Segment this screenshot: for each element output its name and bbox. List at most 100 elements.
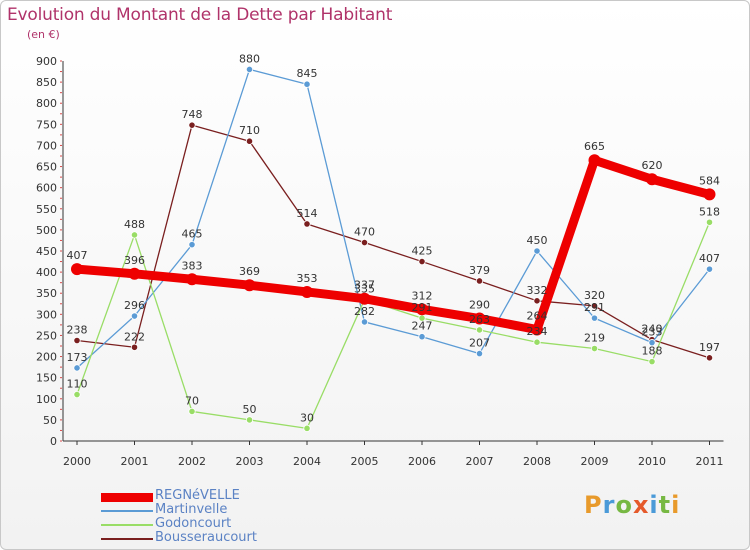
y-tick-label: 700	[36, 139, 57, 152]
data-point-bousseraucourt	[245, 137, 254, 145]
data-label: 383	[182, 259, 203, 272]
data-label: 320	[584, 289, 605, 302]
data-point-bousseraucourt	[705, 354, 714, 362]
data-label: 263	[469, 313, 490, 326]
y-tick-label: 250	[36, 329, 57, 342]
x-tick-label: 2002	[178, 455, 206, 468]
data-point-bousseraucourt	[360, 238, 369, 247]
x-tick-label: 2001	[121, 455, 149, 468]
data-point-martinvelle	[245, 65, 254, 74]
legend-label: Bousseraucourt	[155, 530, 257, 545]
data-point-martinvelle	[590, 314, 599, 322]
data-label: 880	[239, 52, 260, 65]
data-point-martinvelle	[418, 333, 426, 341]
legend-label: Godoncourt	[155, 516, 232, 531]
data-label: 110	[67, 378, 88, 391]
y-tick-label: 0	[50, 435, 57, 448]
data-label: 70	[185, 394, 199, 407]
data-label: 845	[297, 67, 318, 80]
axes: 0501001502002503003504004505005506006507…	[36, 55, 724, 468]
series-layer	[71, 65, 716, 432]
data-point-regnévelle	[646, 173, 658, 186]
data-label: 207	[469, 337, 490, 350]
data-label: 337	[354, 279, 375, 292]
data-point-martinvelle	[648, 339, 656, 347]
data-point-regnévelle	[243, 279, 256, 292]
data-point-martinvelle	[130, 312, 139, 320]
data-label: 30	[300, 411, 314, 424]
data-point-godoncourt	[188, 407, 196, 416]
data-label: 296	[124, 299, 145, 312]
series-line-martinvelle	[76, 68, 711, 369]
data-point-bousseraucourt	[73, 336, 81, 345]
y-tick-label: 50	[43, 414, 57, 427]
y-tick-label: 850	[36, 76, 57, 89]
data-label: 312	[412, 289, 433, 302]
data-point-regnévelle	[128, 267, 141, 280]
data-point-godoncourt	[648, 358, 656, 366]
data-label: 396	[124, 254, 145, 267]
x-tick-label: 2004	[293, 455, 321, 468]
data-point-bousseraucourt	[418, 257, 426, 266]
data-label: 488	[124, 218, 145, 231]
legend-swatch	[101, 524, 153, 526]
unit-label: (en €)	[27, 28, 60, 41]
legend-label: Martinvelle	[155, 502, 228, 517]
data-label: 353	[297, 272, 318, 285]
data-label: 407	[67, 249, 88, 262]
x-tick-label: 2011	[696, 455, 724, 468]
data-label: 188	[642, 345, 663, 358]
data-label: 407	[699, 252, 720, 265]
data-label: 238	[67, 324, 88, 337]
data-label: 264	[527, 310, 548, 323]
data-label: 173	[67, 351, 88, 364]
data-point-godoncourt	[130, 231, 139, 239]
data-point-bousseraucourt	[130, 343, 139, 351]
data-labels-layer: 238 222 748 710 514 470 425 379 332 320 240 197 173 2…	[67, 52, 721, 424]
proxiti-logo: Proxiti	[584, 491, 681, 519]
data-point-regnévelle	[301, 285, 313, 298]
data-label: 219	[584, 332, 605, 345]
line-chart: 0501001502002503003504004505005506006507…	[36, 52, 724, 468]
data-label: 425	[412, 245, 433, 258]
data-label: 290	[469, 299, 490, 312]
data-point-bousseraucourt	[533, 297, 541, 305]
data-label: 450	[527, 234, 548, 247]
data-point-godoncourt	[590, 344, 599, 353]
data-point-regnévelle	[71, 263, 83, 276]
y-tick-label: 400	[36, 266, 57, 279]
data-point-bousseraucourt	[188, 121, 196, 129]
y-tick-label: 550	[36, 203, 57, 216]
x-tick-label: 2005	[351, 455, 379, 468]
data-point-bousseraucourt	[475, 277, 484, 285]
data-label: 197	[699, 341, 720, 354]
data-label: 584	[699, 174, 720, 187]
data-label: 50	[243, 403, 257, 416]
data-point-godoncourt	[533, 338, 541, 346]
data-label: 247	[412, 320, 433, 333]
data-point-martinvelle	[533, 247, 541, 255]
y-tick-label: 900	[36, 55, 57, 68]
data-point-martinvelle	[705, 265, 714, 273]
data-point-martinvelle	[73, 364, 81, 372]
chart-title: Evolution du Montant de la Dette par Hab…	[7, 5, 393, 25]
data-label: 234	[527, 325, 548, 338]
data-label: 379	[469, 264, 490, 277]
data-point-godoncourt	[705, 218, 714, 226]
data-point-regnévelle	[588, 154, 601, 167]
x-tick-label: 2008	[523, 455, 551, 468]
x-tick-label: 2010	[638, 455, 666, 468]
data-point-godoncourt	[245, 416, 254, 424]
data-label: 233	[642, 326, 663, 339]
y-tick-label: 500	[36, 224, 57, 237]
y-tick-label: 200	[36, 351, 57, 364]
y-tick-label: 450	[36, 245, 57, 258]
y-tick-label: 750	[36, 118, 57, 131]
data-label: 748	[182, 108, 203, 121]
x-tick-label: 2009	[581, 455, 609, 468]
data-point-regnévelle	[416, 303, 428, 316]
legend-swatch	[101, 492, 153, 502]
data-point-bousseraucourt	[303, 220, 311, 228]
data-label: 332	[527, 284, 548, 297]
legend-swatch	[101, 510, 153, 512]
